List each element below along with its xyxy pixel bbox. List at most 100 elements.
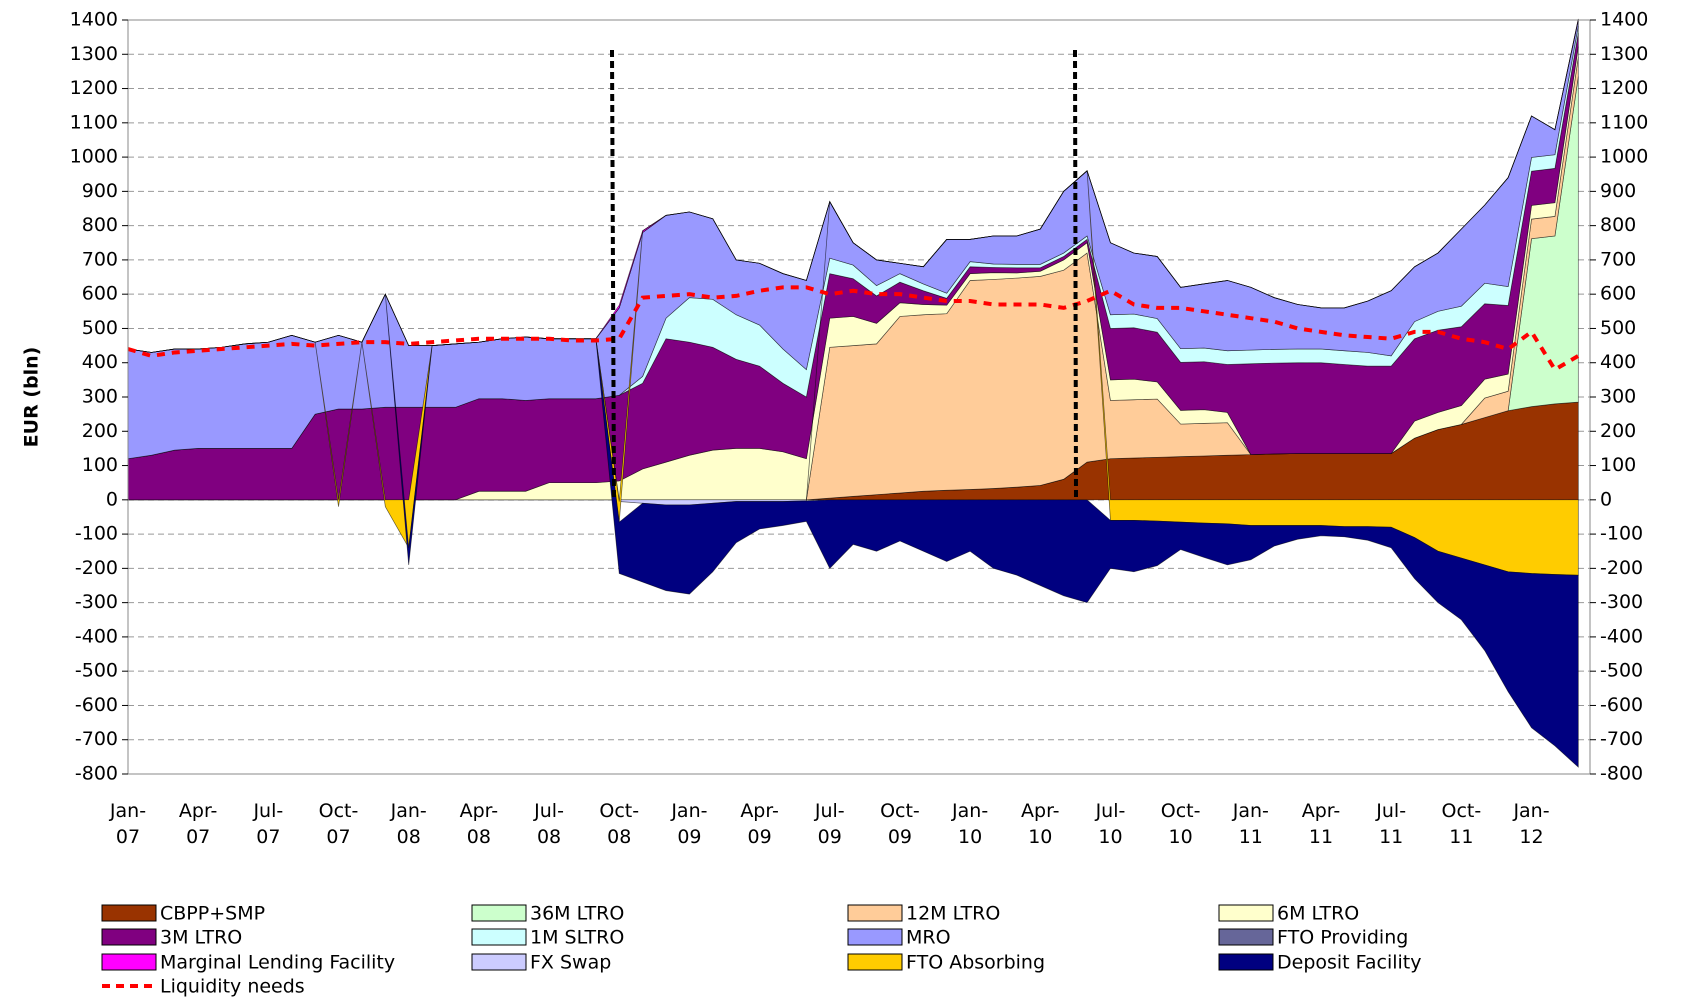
y2-tick-label: -500	[1600, 660, 1643, 682]
legend-label: MRO	[906, 927, 951, 949]
y2-tick-label: 800	[1600, 214, 1636, 236]
y-tick-label: -500	[75, 660, 118, 682]
y2-tick-label: -300	[1600, 591, 1643, 613]
y-tick-label: 500	[82, 317, 118, 339]
legend-label: Liquidity needs	[160, 976, 305, 998]
x-tick-label: Jan-08	[390, 800, 427, 848]
legend: CBPP+SMP 36M LTRO 12M LTRO 6M LTRO 3M LTRO 1M…	[101, 903, 1421, 998]
legend-label: CBPP+SMP	[160, 903, 265, 925]
y2-tick-label: 1200	[1600, 77, 1648, 99]
y-tick-label: 600	[82, 283, 118, 305]
lines	[127, 285, 1580, 373]
y2-tick-label: 300	[1600, 386, 1636, 408]
x-tick-label: Oct-08	[599, 800, 640, 848]
y2-tick-label: -400	[1600, 625, 1643, 647]
x-tick-label: Jan-12	[1513, 800, 1550, 848]
y-tick-label: 0	[106, 488, 118, 510]
y2-tick-label: -800	[1600, 763, 1643, 785]
y2-tick-label: 100	[1600, 454, 1636, 476]
legend-label: 36M LTRO	[530, 903, 624, 925]
ticks: -800 -800 -700 -700 -600 -600 -500 -500 -400 -400…	[70, 9, 1649, 785]
x-tick-label: Oct-09	[880, 800, 920, 848]
legend-swatch	[101, 928, 157, 946]
legend-label: FX Swap	[530, 952, 611, 974]
y2-tick-label: 900	[1600, 180, 1636, 202]
legend-label: 1M SLTRO	[530, 927, 624, 949]
legend-swatch	[847, 953, 903, 971]
y2-tick-label: -600	[1600, 694, 1643, 716]
y-tick-label: -400	[75, 625, 118, 647]
areas	[127, 18, 1579, 768]
legend-swatch	[1218, 928, 1274, 946]
y-tick-label: 800	[82, 214, 118, 236]
x-tick-label: Jul-09	[814, 800, 845, 848]
x-tick-label: Jan-11	[1232, 800, 1269, 848]
y2-tick-label: -200	[1600, 557, 1643, 579]
legend-label: 3M LTRO	[160, 927, 242, 949]
y-tick-label: 300	[82, 386, 118, 408]
y-tick-label: -300	[75, 591, 118, 613]
y2-tick-label: 400	[1600, 351, 1636, 373]
y-tick-label: 1300	[70, 43, 118, 65]
y2-tick-label: 700	[1600, 248, 1636, 270]
legend-swatch	[471, 928, 527, 946]
x-tick-label: Jan-07	[109, 800, 147, 848]
x-tick-label: Jul-07	[253, 800, 284, 848]
legend-swatch	[847, 928, 903, 946]
y2-tick-label: 600	[1600, 283, 1636, 305]
x-tick-label: Apr-09	[740, 800, 779, 848]
event-line	[610, 49, 616, 501]
y-tick-label: -100	[75, 523, 118, 545]
y2-tick-label: 1000	[1600, 146, 1648, 168]
x-tick-label: Apr-08	[459, 800, 499, 848]
legend-swatch	[1218, 904, 1274, 922]
line	[127, 285, 1580, 373]
y-tick-label: -700	[75, 728, 118, 750]
y2-tick-label: -700	[1600, 728, 1643, 750]
y-tick-label: 1000	[70, 146, 118, 168]
x-tick-label: Oct-11	[1441, 800, 1482, 848]
legend-label: 12M LTRO	[906, 903, 1000, 925]
y-tick-label: 1400	[70, 9, 118, 31]
legend-swatch	[847, 904, 903, 922]
x-tick-label: Apr-11	[1301, 800, 1341, 848]
legend-swatch	[471, 904, 527, 922]
y-tick-label: 700	[82, 248, 118, 270]
event-line	[1073, 49, 1078, 501]
y2-tick-label: 1400	[1600, 9, 1648, 31]
x-tick-label: Jan-10	[952, 800, 989, 848]
y2-tick-label: 1300	[1600, 43, 1648, 65]
legend-swatch	[471, 953, 527, 971]
y-tick-label: -800	[75, 763, 118, 785]
y2-tick-label: 1100	[1600, 111, 1648, 133]
y-tick-label: 100	[82, 454, 118, 476]
y-tick-label: -600	[75, 694, 118, 716]
x-tick-label: Apr-07	[178, 800, 218, 848]
y2-tick-label: 500	[1600, 317, 1636, 339]
legend-swatch	[1218, 953, 1274, 971]
legend-swatch	[101, 904, 157, 922]
y2-tick-label: 0	[1600, 488, 1612, 510]
x-tick-label: Jul-10	[1095, 800, 1126, 848]
y-tick-label: 1100	[70, 111, 118, 133]
legend-label: Marginal Lending Facility	[160, 952, 395, 974]
legend-swatch	[101, 953, 157, 971]
y-axis-label: EUR (bln)	[21, 347, 43, 448]
y-tick-label: 200	[82, 420, 118, 442]
legend-label: 6M LTRO	[1277, 903, 1359, 925]
y2-tick-label: 200	[1600, 420, 1636, 442]
y-tick-label: 1200	[70, 77, 118, 99]
y-tick-label: -200	[75, 557, 118, 579]
x-tick-label: Jul-11	[1376, 800, 1407, 848]
y2-tick-label: -100	[1600, 523, 1643, 545]
y-tick-label: 900	[82, 180, 118, 202]
legend-label: FTO Providing	[1277, 927, 1408, 949]
legend-label: FTO Absorbing	[906, 952, 1045, 974]
y-tick-label: 400	[82, 351, 118, 373]
x-tick-label: Apr-10	[1021, 800, 1060, 848]
x-tick-label: Oct-07	[318, 800, 359, 848]
x-tick-label: Jan-09	[671, 800, 708, 848]
x-tick-label: Oct-10	[1160, 800, 1201, 848]
